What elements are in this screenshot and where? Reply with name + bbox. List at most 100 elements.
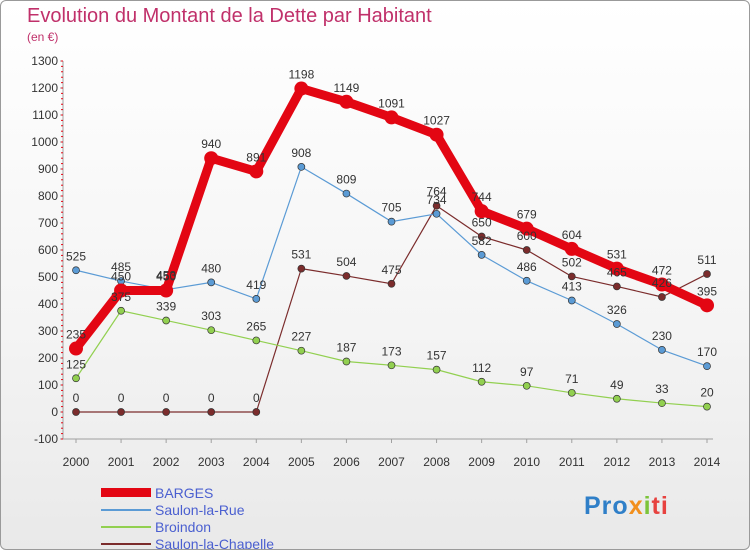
x-tick-label: 2012 — [604, 455, 631, 469]
data-point-saulon-la-chapelle — [522, 246, 531, 254]
data-point-saulon-la-rue — [567, 296, 576, 305]
y-tick-label: 800 — [38, 189, 58, 203]
y-tick-label: 1300 — [31, 54, 58, 68]
data-point-saulon-la-rue — [703, 362, 711, 370]
data-label-broindon: 339 — [156, 299, 176, 313]
data-label-broindon: 49 — [610, 378, 624, 392]
data-point-barges — [564, 241, 579, 256]
legend-label-barges: BARGES — [155, 484, 214, 501]
data-label-barges: 1091 — [378, 96, 405, 110]
y-tick-label: 100 — [38, 378, 58, 392]
y-tick-label: 400 — [38, 297, 58, 311]
legend-label-broindon: Broindon — [155, 518, 212, 535]
y-tick-label: 600 — [38, 243, 58, 257]
data-label-saulon-la-chapelle: 504 — [336, 255, 356, 269]
data-point-barges — [69, 341, 83, 356]
data-label-saulon-la-chapelle: 426 — [652, 276, 672, 290]
data-label-saulon-la-chapelle: 0 — [118, 391, 125, 405]
legend-swatch-broindon — [101, 525, 151, 528]
x-tick-label: 2013 — [649, 455, 676, 469]
data-point-barges — [429, 127, 444, 142]
data-point-broindon — [613, 394, 621, 403]
x-tick-label: 2002 — [153, 455, 180, 469]
data-label-saulon-la-rue: 582 — [472, 234, 492, 248]
legend-item-broindon: Broindon — [101, 518, 274, 535]
data-point-saulon-la-rue — [387, 217, 396, 226]
data-point-saulon-la-chapelle — [432, 201, 441, 210]
data-point-saulon-la-chapelle — [72, 408, 80, 416]
legend-swatch-barges — [101, 488, 151, 497]
data-point-saulon-la-rue — [207, 278, 216, 287]
data-point-saulon-la-chapelle — [117, 408, 125, 416]
x-tick-label: 2003 — [198, 455, 225, 469]
data-label-barges: 744 — [472, 190, 492, 204]
y-tick-label: 500 — [38, 270, 58, 284]
data-point-barges — [294, 81, 309, 96]
data-label-broindon: 71 — [565, 372, 579, 386]
chart-legend: BARGES Saulon-la-Rue Broindon Saulon-la-… — [101, 484, 275, 550]
x-tick-label: 2001 — [108, 455, 135, 469]
data-label-saulon-la-rue: 453 — [156, 269, 176, 283]
data-label-broindon: 20 — [700, 386, 714, 400]
data-label-saulon-la-rue: 908 — [291, 146, 311, 160]
legend-item-saulon-la-chapelle: Saulon-la-Chapelle — [101, 535, 275, 550]
data-label-broindon: 33 — [655, 382, 669, 396]
data-point-saulon-la-chapelle — [252, 408, 261, 416]
data-point-saulon-la-chapelle — [658, 293, 666, 301]
data-label-saulon-la-chapelle: 465 — [607, 265, 627, 279]
legend-label-saulon-la-rue: Saulon-la-Rue — [155, 501, 245, 518]
x-tick-label: 2004 — [243, 455, 270, 469]
chart-subtitle: (en €) — [27, 30, 59, 44]
data-label-saulon-la-chapelle: 511 — [697, 253, 716, 267]
data-label-saulon-la-chapelle: 0 — [73, 391, 80, 405]
data-label-saulon-la-rue: 486 — [517, 260, 537, 274]
data-point-saulon-la-chapelle — [387, 279, 396, 288]
data-point-broindon — [522, 381, 531, 390]
y-tick-label: 1100 — [32, 108, 58, 122]
y-tick-label: 0 — [51, 405, 58, 419]
data-point-broindon — [567, 388, 576, 397]
data-label-barges: 450 — [156, 270, 176, 284]
data-point-broindon — [72, 374, 80, 383]
data-point-broindon — [297, 346, 306, 355]
y-tick-label: 900 — [38, 162, 58, 176]
data-label-saulon-la-rue: 525 — [66, 249, 86, 263]
data-label-saulon-la-chapelle: 0 — [253, 391, 260, 405]
data-point-barges — [204, 151, 219, 166]
data-label-broindon: 173 — [381, 344, 401, 358]
y-tick-label: 300 — [38, 324, 58, 338]
data-label-broindon: 375 — [111, 290, 131, 304]
legend-label-saulon-la-chapelle: Saulon-la-Chapelle — [155, 535, 275, 550]
data-label-saulon-la-rue: 413 — [562, 279, 582, 293]
data-label-barges: 679 — [517, 208, 537, 222]
data-point-saulon-la-rue — [477, 251, 486, 259]
proxiti-logo: Proxiti — [584, 492, 669, 520]
data-label-barges: 472 — [652, 264, 672, 278]
data-point-saulon-la-rue — [252, 295, 261, 303]
x-tick-label: 2006 — [333, 455, 360, 469]
data-point-broindon — [477, 377, 486, 386]
data-point-saulon-la-rue — [522, 276, 531, 285]
legend-item-saulon-la-rue: Saulon-la-Rue — [101, 501, 274, 518]
data-label-broindon: 265 — [246, 319, 266, 333]
x-tick-label: 2010 — [513, 455, 540, 469]
data-label-barges: 1198 — [288, 68, 314, 82]
chart-title: Evolution du Montant de la Dette par Hab… — [27, 5, 432, 27]
legend-swatch-saulon-la-chapelle — [101, 542, 151, 545]
data-point-broindon — [342, 357, 351, 366]
data-label-broindon: 303 — [201, 309, 221, 323]
data-point-barges — [339, 94, 354, 109]
data-label-barges: 891 — [246, 150, 266, 164]
data-label-saulon-la-rue: 734 — [427, 193, 447, 207]
x-tick-label: 2000 — [63, 455, 90, 469]
data-point-broindon — [117, 306, 125, 315]
data-point-broindon — [252, 336, 261, 345]
data-label-barges: 395 — [697, 284, 717, 298]
data-point-barges — [700, 298, 714, 313]
data-label-saulon-la-chapelle: 650 — [472, 216, 492, 230]
data-point-saulon-la-chapelle — [613, 282, 621, 291]
data-point-saulon-la-rue — [342, 189, 351, 198]
data-label-saulon-la-chapelle: 0 — [163, 391, 170, 405]
